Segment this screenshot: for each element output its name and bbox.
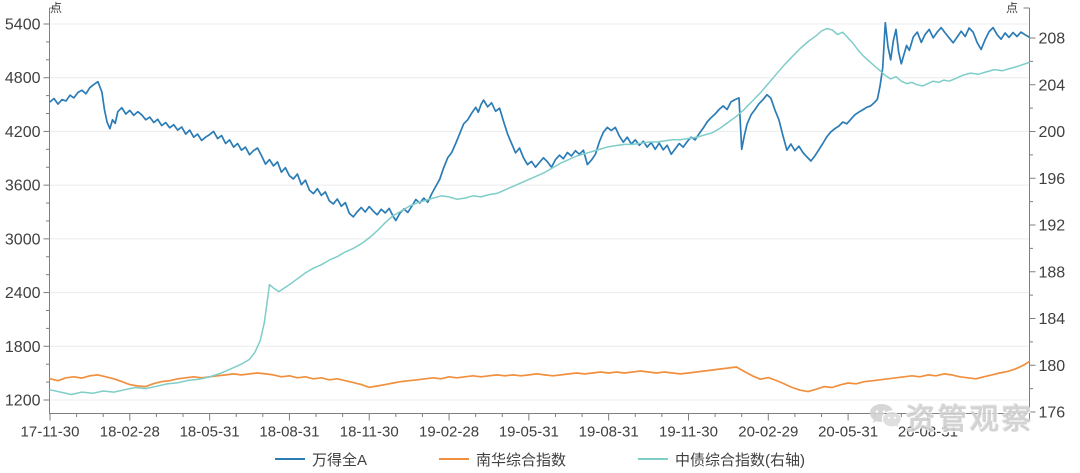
legend-item: 南华综合指数	[439, 449, 566, 470]
svg-text:4800: 4800	[5, 70, 41, 87]
svg-text:19-11-30: 19-11-30	[659, 424, 718, 441]
series-line-中债综合指数(右轴)	[49, 27, 1030, 396]
svg-text:18-08-31: 18-08-31	[259, 424, 319, 441]
svg-text:192: 192	[1039, 218, 1066, 235]
svg-text:3600: 3600	[5, 178, 41, 195]
svg-text:200: 200	[1039, 124, 1066, 141]
svg-text:188: 188	[1039, 264, 1066, 281]
legend-label: 万得全A	[311, 451, 367, 469]
y-right-axis: 208 204 200 196 192 188 184 180 176	[1029, 31, 1066, 422]
svg-text:18-02-28: 18-02-28	[100, 424, 160, 441]
svg-text:1800: 1800	[5, 339, 41, 356]
svg-text:176: 176	[1039, 405, 1066, 422]
svg-text:208: 208	[1039, 31, 1066, 48]
x-axis: 17-11-30 18-02-28 18-05-31 18-08-31 18-11-30…	[21, 413, 1030, 441]
svg-text:2400: 2400	[5, 285, 41, 302]
svg-text:20-02-29: 20-02-29	[738, 424, 798, 441]
svg-text:18-05-31: 18-05-31	[180, 424, 240, 441]
y-left-unit-label: 点	[50, 1, 63, 15]
svg-text:4200: 4200	[5, 124, 41, 141]
svg-text:196: 196	[1039, 171, 1066, 188]
chart-legend: 万得全A 南华综合指数 中债综合指数(右轴)	[0, 447, 1080, 471]
y-left-axis: 5400 4800 4200 3600 3000 2400 1800 1200	[5, 17, 50, 410]
svg-text:19-02-28: 19-02-28	[419, 424, 479, 441]
svg-text:20-05-31: 20-05-31	[818, 424, 878, 441]
legend-item: 万得全A	[274, 449, 367, 470]
series-lines	[49, 21, 1030, 396]
svg-text:204: 204	[1039, 77, 1066, 94]
svg-text:5400: 5400	[5, 17, 41, 34]
legend-label: 中债综合指数(右轴)	[675, 451, 806, 469]
legend-label: 南华综合指数	[476, 451, 567, 469]
svg-text:18-11-30: 18-11-30	[340, 424, 399, 441]
series-line-万得全A	[49, 21, 1030, 222]
svg-text:19-05-31: 19-05-31	[499, 424, 559, 441]
legend-line-swatch	[638, 458, 669, 460]
svg-text:180: 180	[1039, 358, 1066, 375]
gridlines	[49, 23, 1030, 401]
legend-line-swatch	[274, 458, 305, 460]
series-line-南华综合指数	[49, 360, 1030, 393]
svg-text:17-11-30: 17-11-30	[21, 424, 80, 441]
svg-text:184: 184	[1039, 311, 1066, 328]
svg-text:20-08-31: 20-08-31	[898, 424, 958, 441]
svg-text:1200: 1200	[5, 393, 41, 410]
legend-line-swatch	[439, 458, 469, 460]
y-right-unit-label: 点	[1006, 1, 1019, 15]
svg-text:19-08-31: 19-08-31	[579, 424, 639, 441]
svg-text:3000: 3000	[5, 231, 41, 248]
legend-item: 中债综合指数(右轴)	[638, 449, 805, 470]
